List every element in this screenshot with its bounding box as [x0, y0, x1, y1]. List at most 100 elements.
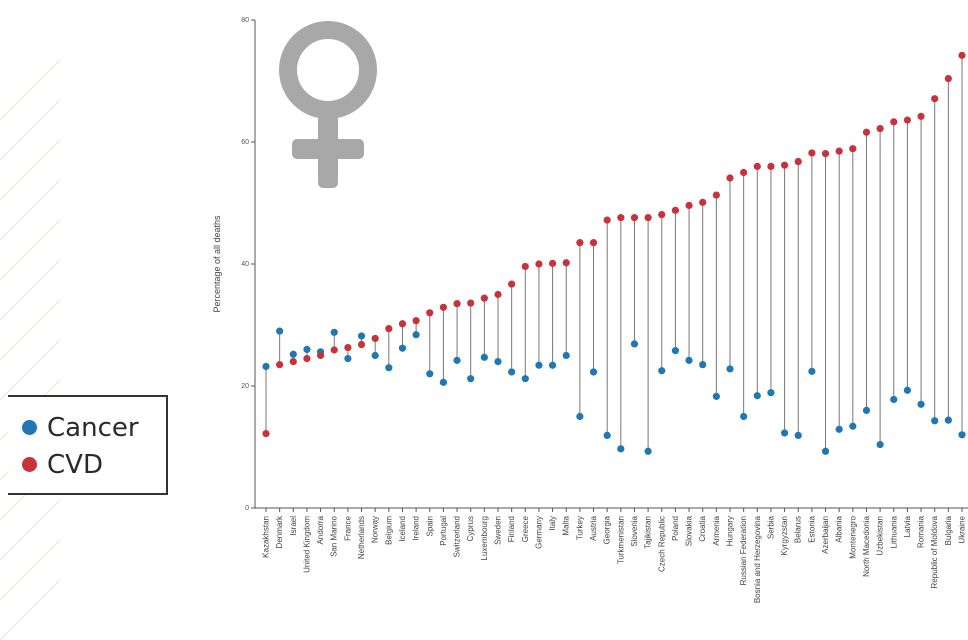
- point-cvd: [699, 198, 707, 206]
- point-cancer: [685, 356, 693, 364]
- category-label: Armenia: [712, 515, 721, 545]
- category-label: Georgia: [603, 515, 612, 544]
- category-label: Czech Republic: [657, 516, 666, 572]
- point-cancer: [958, 431, 966, 439]
- point-cvd: [862, 128, 871, 136]
- category-label: North Macedonia: [862, 515, 871, 576]
- y-tick-label: 20: [241, 383, 249, 390]
- category-label: Austria: [589, 515, 598, 540]
- point-cancer: [862, 406, 871, 414]
- category-label: Croatia: [698, 515, 707, 541]
- category-label: Greece: [521, 515, 530, 542]
- point-cvd: [603, 216, 611, 224]
- point-cvd: [917, 112, 925, 120]
- point-cancer: [453, 356, 461, 364]
- point-cvd: [289, 358, 297, 366]
- point-cvd: [835, 147, 843, 155]
- y-tick-label: 60: [241, 139, 249, 146]
- point-cvd: [467, 299, 475, 307]
- point-cvd: [412, 317, 420, 325]
- point-cancer: [357, 332, 366, 340]
- category-label: Turkmenistan: [616, 516, 625, 564]
- category-label: Israel: [289, 516, 298, 536]
- y-tick-label: 0: [245, 505, 249, 512]
- point-cancer: [589, 368, 598, 376]
- y-tick-label: 40: [241, 261, 249, 268]
- point-cvd: [385, 325, 393, 333]
- category-label: Romania: [917, 515, 926, 548]
- point-cancer: [576, 412, 584, 421]
- category-label: Ireland: [412, 516, 421, 540]
- point-cvd: [439, 303, 448, 311]
- point-cvd: [494, 290, 502, 299]
- point-cancer: [562, 351, 570, 360]
- category-label: Belgium: [384, 516, 393, 545]
- category-label: Bosnia and Herzegovina: [753, 515, 762, 603]
- y-tick-label: 80: [241, 17, 249, 24]
- point-cancer: [890, 395, 898, 404]
- point-cancer: [467, 375, 475, 383]
- category-label: Bulgaria: [944, 515, 953, 545]
- category-label: Russian Federation: [739, 516, 748, 585]
- point-cvd: [276, 361, 284, 369]
- point-cvd: [685, 201, 693, 210]
- point-cvd: [821, 149, 830, 158]
- category-label: Germany: [534, 516, 543, 549]
- point-cvd: [644, 214, 652, 222]
- point-cancer: [535, 361, 543, 369]
- category-label: Turkey: [575, 516, 584, 540]
- point-cvd: [344, 343, 352, 352]
- category-labels: Kazakhstan Denmark Israel United Kingdom And…: [262, 515, 967, 603]
- point-cvd: [576, 239, 584, 247]
- point-cancer: [780, 429, 789, 437]
- legend-item-cancer: Cancer: [22, 409, 166, 446]
- point-cancer: [917, 400, 925, 408]
- point-cvd: [480, 294, 488, 302]
- point-cvd: [876, 124, 884, 133]
- point-cancer: [808, 367, 816, 375]
- point-cvd: [849, 145, 857, 153]
- category-label: United Kingdom: [302, 516, 311, 573]
- point-cvd: [903, 116, 912, 124]
- point-cancer: [876, 440, 884, 449]
- point-cvd: [767, 162, 775, 170]
- point-cancer: [767, 389, 775, 397]
- category-label: Lithuania: [889, 515, 898, 548]
- point-cancer: [944, 416, 952, 424]
- category-label: Kyrgyzstan: [780, 516, 789, 556]
- legend-label-cvd: CVD: [47, 449, 103, 480]
- category-label: Azerbaijan: [821, 516, 830, 554]
- point-cancer: [617, 445, 625, 453]
- stems: [265, 55, 963, 452]
- category-label: Latvia: [903, 515, 912, 537]
- category-label: France: [343, 515, 352, 540]
- decorative-stripes: [0, 59, 60, 640]
- point-cvd: [617, 214, 625, 222]
- point-cancer: [385, 364, 393, 372]
- points: [262, 51, 966, 455]
- y-axis-title: Percentage of all deaths: [212, 215, 222, 313]
- point-cvd: [303, 354, 311, 363]
- point-cvd: [780, 161, 789, 169]
- category-label: Andorra: [316, 515, 325, 544]
- point-cvd: [371, 334, 379, 343]
- female-symbol-icon: [279, 21, 377, 188]
- point-cancer: [330, 328, 338, 336]
- point-cvd: [630, 214, 639, 222]
- point-cancer: [276, 327, 284, 335]
- category-label: Portugal: [439, 516, 448, 546]
- category-label: Tajikistan: [644, 516, 653, 549]
- category-label: Montenegro: [848, 515, 857, 558]
- point-cvd: [589, 239, 598, 247]
- legend: Cancer CVD: [8, 395, 168, 495]
- point-cancer: [289, 350, 297, 358]
- category-label: Denmark: [275, 515, 284, 548]
- point-cancer: [494, 358, 502, 366]
- point-cancer: [262, 362, 270, 371]
- category-label: Albania: [835, 515, 844, 542]
- point-cvd: [726, 174, 734, 182]
- category-label: Kazakhstan: [262, 516, 271, 558]
- category-label: Poland: [671, 516, 680, 541]
- point-cancer: [630, 340, 639, 348]
